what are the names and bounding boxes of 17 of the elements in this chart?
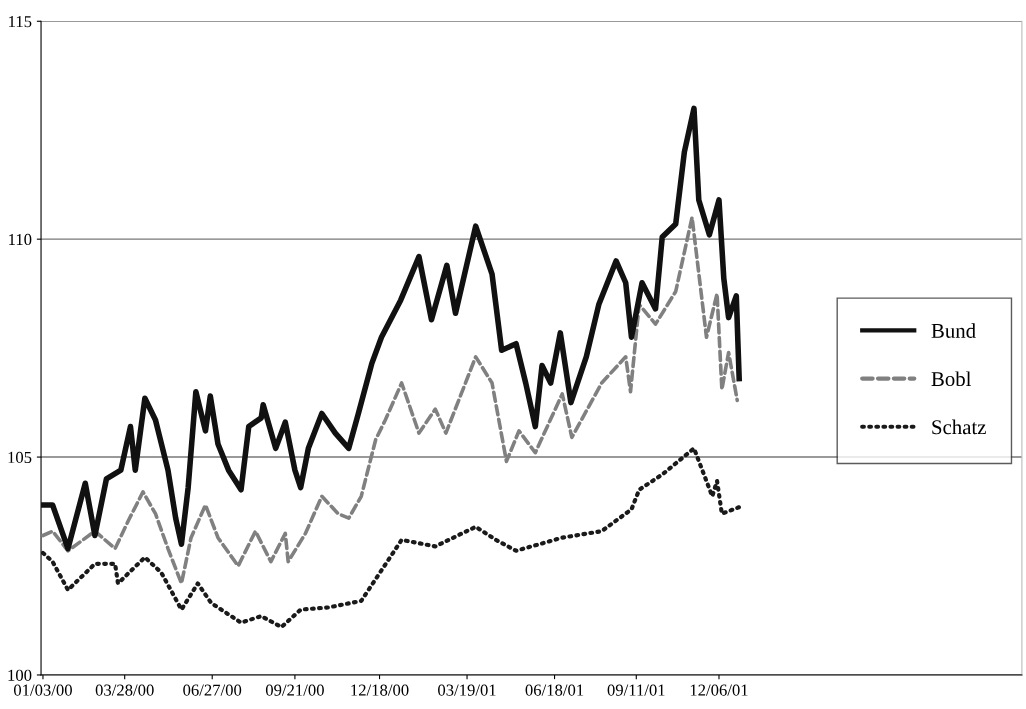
x-tick-label: 09/21/00 [265,684,324,696]
x-tick-label: 03/19/01 [438,684,496,696]
x-tick-label: 01/03/00 [13,684,72,696]
x-tick-label: 09/11/01 [607,684,665,696]
x-tick-label: 12/06/01 [690,684,748,696]
x-tick-label: 06/18/01 [525,684,584,696]
y-tick-label: 115 [9,16,32,28]
y-tick-label: 105 [8,451,32,464]
legend-label: Schatz [932,419,986,435]
x-tick-label: 12/18/00 [351,684,409,696]
line-series [41,446,742,630]
y-tick-label: 110 [9,233,32,246]
y-tick-label: 100 [8,669,32,681]
legend-label: Bund [931,323,976,338]
x-tick-label: 06/27/00 [183,684,242,696]
legend-label: Bobl [931,371,972,387]
x-tick-label: 03/28/00 [95,684,154,696]
